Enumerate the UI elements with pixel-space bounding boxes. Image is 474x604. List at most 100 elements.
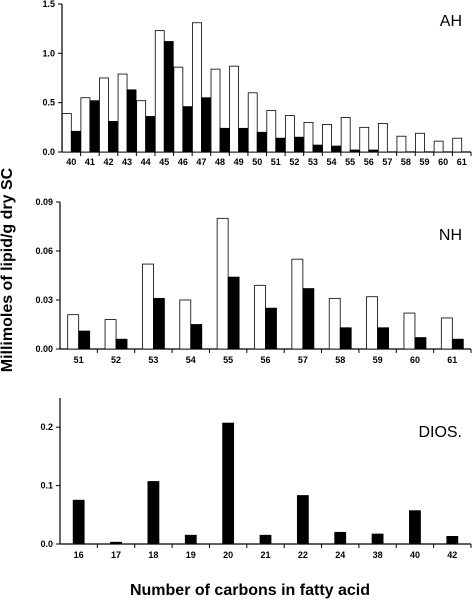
bar-open bbox=[266, 110, 277, 153]
bar-solid bbox=[371, 533, 384, 545]
x-tick-label: 61 bbox=[457, 157, 467, 167]
bar-solid bbox=[153, 297, 165, 350]
bar-open bbox=[328, 297, 341, 350]
bar-solid bbox=[256, 131, 267, 153]
bar-solid bbox=[78, 330, 91, 350]
bar-open bbox=[247, 92, 258, 153]
x-tick-label: 58 bbox=[401, 157, 411, 167]
x-tick-label: 60 bbox=[438, 157, 448, 167]
bar-solid bbox=[227, 276, 240, 350]
bar-solid bbox=[89, 100, 100, 153]
x-tick-label: 16 bbox=[74, 550, 84, 560]
x-tick-label: 55 bbox=[345, 157, 355, 167]
x-tick-label: 22 bbox=[298, 550, 308, 560]
x-tick-label: 57 bbox=[298, 355, 308, 365]
bar-solid bbox=[115, 338, 128, 350]
bar-open bbox=[403, 312, 416, 350]
bar-solid bbox=[265, 307, 277, 350]
bar-solid bbox=[334, 531, 347, 545]
x-tick-label: 17 bbox=[111, 550, 121, 560]
x-tick-label: 54 bbox=[186, 355, 196, 365]
chart-panels: 0.0 0.5 1.0 1.5 40 41 42 43 44 45 46 47 48 49 50 51 52 53… bbox=[35, 0, 472, 560]
bar-open bbox=[291, 258, 304, 350]
y-tick-label: 0.1 bbox=[40, 481, 53, 491]
x-tick-label: 42 bbox=[103, 157, 113, 167]
x-tick-label: 44 bbox=[141, 157, 151, 167]
bar-solid bbox=[414, 337, 427, 350]
x-tick-label: 55 bbox=[223, 355, 233, 365]
bar-open bbox=[117, 73, 128, 153]
x-tick-label: 56 bbox=[364, 157, 374, 167]
bar-open bbox=[99, 77, 109, 153]
x-tick-label: 40 bbox=[410, 550, 420, 560]
x-tick-label: 48 bbox=[215, 157, 225, 167]
x-tick-label: 59 bbox=[420, 157, 430, 167]
y-tick-label: 0.00 bbox=[35, 344, 53, 354]
bar-solid bbox=[184, 534, 197, 545]
x-tick-label: 51 bbox=[74, 355, 84, 365]
panel-2: 0.00 0.03 0.06 0.09 51 52 53 54 55 56 57 58 59 60 61 NH bbox=[35, 197, 472, 365]
x-tick-label: 46 bbox=[178, 157, 188, 167]
bar-open bbox=[322, 123, 332, 153]
x-tick-label: 57 bbox=[382, 157, 392, 167]
x-tick-label: 53 bbox=[148, 355, 158, 365]
bar-solid bbox=[145, 116, 156, 153]
bar-open bbox=[340, 117, 351, 153]
x-tick-label: 49 bbox=[234, 157, 244, 167]
x-tick-label: 41 bbox=[85, 157, 95, 167]
bar-solid bbox=[349, 149, 360, 153]
bar-solid bbox=[190, 324, 203, 350]
bar-open bbox=[173, 66, 184, 153]
bar-open bbox=[284, 115, 295, 153]
bar-open bbox=[396, 135, 407, 153]
bar-solid bbox=[110, 541, 122, 545]
bar-solid bbox=[108, 121, 118, 153]
bar-solid bbox=[126, 89, 137, 153]
x-tick-label: 45 bbox=[159, 157, 169, 167]
bar-open bbox=[433, 140, 444, 153]
x-tick-label: 43 bbox=[122, 157, 132, 167]
y-tick-label: 0.03 bbox=[35, 295, 53, 305]
bar-open bbox=[61, 113, 72, 153]
x-tick-label: 60 bbox=[410, 355, 420, 365]
bar-solid bbox=[339, 327, 352, 350]
bar-solid bbox=[147, 481, 160, 545]
bar-open bbox=[377, 122, 388, 153]
x-tick-label: 38 bbox=[373, 550, 383, 560]
x-tick-label: 47 bbox=[196, 157, 206, 167]
x-tick-label: 24 bbox=[335, 550, 345, 560]
bar-open bbox=[67, 314, 80, 350]
bar-solid bbox=[312, 144, 323, 153]
bar-open bbox=[142, 263, 154, 350]
bar-open bbox=[366, 296, 378, 350]
bar-open bbox=[440, 317, 453, 350]
panel-label: NH bbox=[439, 227, 462, 244]
x-tick-label: 56 bbox=[260, 355, 270, 365]
x-tick-label: 61 bbox=[447, 355, 457, 365]
bar-solid bbox=[275, 137, 286, 153]
bar-open bbox=[104, 319, 117, 350]
bar-open bbox=[452, 137, 463, 153]
x-tick-label: 59 bbox=[373, 355, 383, 365]
bar-open bbox=[210, 68, 221, 153]
panel-3: 0.0 0.1 0.2 16 17 18 19 20 21 22 24 38 40 42 DIOS. bbox=[40, 398, 472, 560]
x-tick-label: 20 bbox=[223, 550, 233, 560]
bar-open bbox=[415, 132, 425, 153]
y-tick-label: 1.5 bbox=[42, 0, 55, 9]
bar-solid bbox=[238, 127, 249, 153]
x-tick-label: 53 bbox=[308, 157, 318, 167]
bar-open bbox=[254, 284, 266, 350]
bar-solid bbox=[163, 41, 174, 153]
bar-solid bbox=[219, 127, 230, 153]
bar-solid bbox=[368, 149, 379, 153]
y-tick-label: 0.5 bbox=[42, 98, 55, 108]
x-tick-label: 54 bbox=[327, 157, 337, 167]
bar-solid bbox=[72, 499, 85, 545]
x-tick-label: 21 bbox=[260, 550, 270, 560]
y-tick-label: 0.2 bbox=[40, 422, 53, 432]
bar-solid bbox=[296, 495, 309, 545]
bar-solid bbox=[182, 106, 193, 153]
bar-solid bbox=[377, 327, 389, 350]
bar-open bbox=[179, 299, 192, 350]
